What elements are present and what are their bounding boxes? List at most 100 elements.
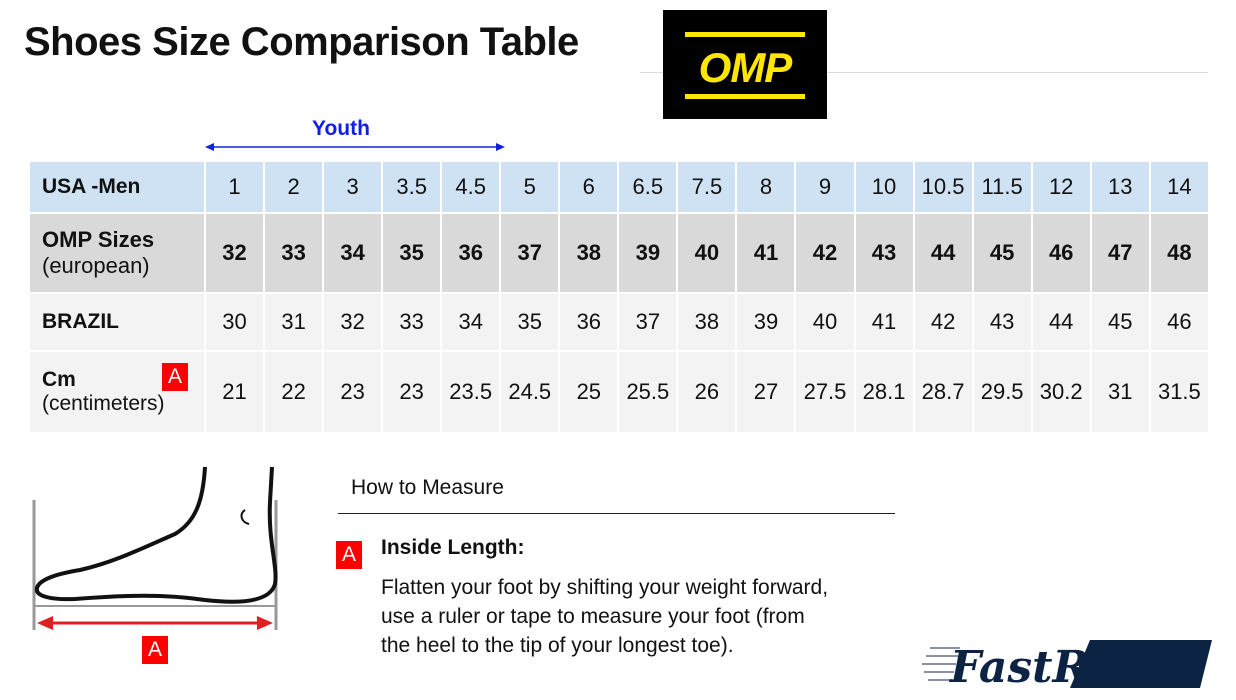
table-cell: 34 — [442, 294, 500, 350]
table-cell: 28.1 — [855, 352, 913, 432]
row-label: BRAZIL — [30, 294, 204, 350]
table-cell: 10 — [855, 162, 913, 212]
table-cell: 23 — [324, 352, 382, 432]
row-sublabel: (centimeters) — [42, 392, 165, 415]
table-cell: 9 — [796, 162, 854, 212]
title-divider — [640, 72, 1208, 73]
table-cell: 36 — [560, 294, 618, 350]
table-cell: 25.5 — [619, 352, 677, 432]
table-row: OMP Sizes (european) 32 33 34 35 36 37 38 39 40 41 4… — [30, 214, 1208, 292]
youth-label: Youth — [312, 117, 370, 140]
table-cell: 41 — [737, 214, 795, 292]
page-title: Shoes Size Comparison Table — [24, 20, 579, 64]
row-label-text: Cm — [42, 368, 76, 391]
table-cell: 25 — [560, 352, 618, 432]
table-cell: 6.5 — [619, 162, 677, 212]
table-cell: 42 — [914, 294, 972, 350]
table-cell: 33 — [383, 294, 441, 350]
table-cell: 35 — [501, 294, 559, 350]
table-cell: 32 — [206, 214, 264, 292]
table-cell: 1 — [206, 162, 264, 212]
table-cell: 37 — [619, 294, 677, 350]
table-cell: 4.5 — [442, 162, 500, 212]
table-cell: 39 — [737, 294, 795, 350]
table-row: Cm (centimeters) 21 22 23 23 23.5 24.5 25 25.5 26 2… — [30, 352, 1208, 432]
table-cell: 26 — [678, 352, 736, 432]
table-cell: 23 — [383, 352, 441, 432]
table-cell: 6 — [560, 162, 618, 212]
table-cell: 31 — [265, 294, 323, 350]
table-cell: 31 — [1091, 352, 1149, 432]
table-cell: 33 — [265, 214, 323, 292]
table-cell: 45 — [973, 214, 1031, 292]
table-cell: 23.5 — [442, 352, 500, 432]
marker-a-badge: A — [336, 541, 362, 569]
table-cell: 43 — [973, 294, 1031, 350]
omp-logo: OMP — [663, 10, 827, 119]
table-cell: 8 — [737, 162, 795, 212]
table-cell: 13 — [1091, 162, 1149, 212]
table-cell: 27.5 — [796, 352, 854, 432]
table-cell: 5 — [501, 162, 559, 212]
instruction-line: Flatten your foot by shifting your weigh… — [381, 576, 829, 599]
table-cell: 47 — [1091, 214, 1149, 292]
table-cell: 29.5 — [973, 352, 1031, 432]
size-table: USA -Men 1 2 3 3.5 4.5 5 6 6.5 7.5 8 9 10 10.5 11.5 12 1… — [28, 160, 1210, 434]
table-cell: 2 — [265, 162, 323, 212]
row-label-text: OMP Sizes — [42, 227, 155, 252]
how-to-measure-heading: How to Measure — [351, 476, 504, 499]
marker-a-badge: A — [162, 363, 188, 391]
table-cell: 43 — [855, 214, 913, 292]
table-cell: 3 — [324, 162, 382, 212]
foot-measure-illustration — [32, 466, 278, 630]
table-cell: 36 — [442, 214, 500, 292]
row-label: OMP Sizes (european) — [30, 214, 204, 292]
table-cell: 38 — [678, 294, 736, 350]
table-cell: 22 — [265, 352, 323, 432]
table-cell: 42 — [796, 214, 854, 292]
table-cell: 46 — [1150, 294, 1208, 350]
table-cell: 40 — [678, 214, 736, 292]
inside-length-title: Inside Length: — [381, 536, 525, 559]
table-cell: 41 — [855, 294, 913, 350]
table-cell: 44 — [914, 214, 972, 292]
row-sublabel: (european) — [42, 253, 150, 278]
table-cell: 46 — [1032, 214, 1090, 292]
table-cell: 35 — [383, 214, 441, 292]
table-cell: 7.5 — [678, 162, 736, 212]
table-cell: 30 — [206, 294, 264, 350]
table-row: USA -Men 1 2 3 3.5 4.5 5 6 6.5 7.5 8 9 10 10.5 11.5 12 1… — [30, 162, 1208, 212]
table-cell: 48 — [1150, 214, 1208, 292]
table-cell: 12 — [1032, 162, 1090, 212]
table-cell: 44 — [1032, 294, 1090, 350]
table-cell: 34 — [324, 214, 382, 292]
fastracer-logo: FastRacer — [922, 640, 1212, 693]
instruction-line: the heel to the tip of your longest toe)… — [381, 634, 734, 657]
measure-instructions: Flatten your foot by shifting your weigh… — [381, 573, 921, 660]
table-cell: 45 — [1091, 294, 1149, 350]
table-cell: 40 — [796, 294, 854, 350]
fastracer-logo-text: FastRacer — [948, 642, 1199, 693]
row-label: USA -Men — [30, 162, 204, 212]
table-row: BRAZIL 30 31 32 33 34 35 36 37 38 39 40 41 42 43 44 45 46 — [30, 294, 1208, 350]
table-cell: 38 — [560, 214, 618, 292]
table-cell: 14 — [1150, 162, 1208, 212]
table-cell: 32 — [324, 294, 382, 350]
table-cell: 39 — [619, 214, 677, 292]
youth-range-arrow — [205, 143, 505, 151]
table-cell: 10.5 — [914, 162, 972, 212]
table-cell: 28.7 — [914, 352, 972, 432]
table-cell: 30.2 — [1032, 352, 1090, 432]
table-cell: 27 — [737, 352, 795, 432]
row-label-text: BRAZIL — [42, 310, 119, 333]
marker-a-badge: A — [142, 636, 168, 664]
table-cell: 37 — [501, 214, 559, 292]
instruction-line: use a ruler or tape to measure your foot… — [381, 605, 805, 628]
table-cell: 3.5 — [383, 162, 441, 212]
table-cell: 31.5 — [1150, 352, 1208, 432]
row-label-text: USA -Men — [42, 175, 141, 198]
table-cell: 21 — [206, 352, 264, 432]
table-cell: 24.5 — [501, 352, 559, 432]
table-cell: 11.5 — [973, 162, 1031, 212]
divider — [338, 513, 895, 514]
